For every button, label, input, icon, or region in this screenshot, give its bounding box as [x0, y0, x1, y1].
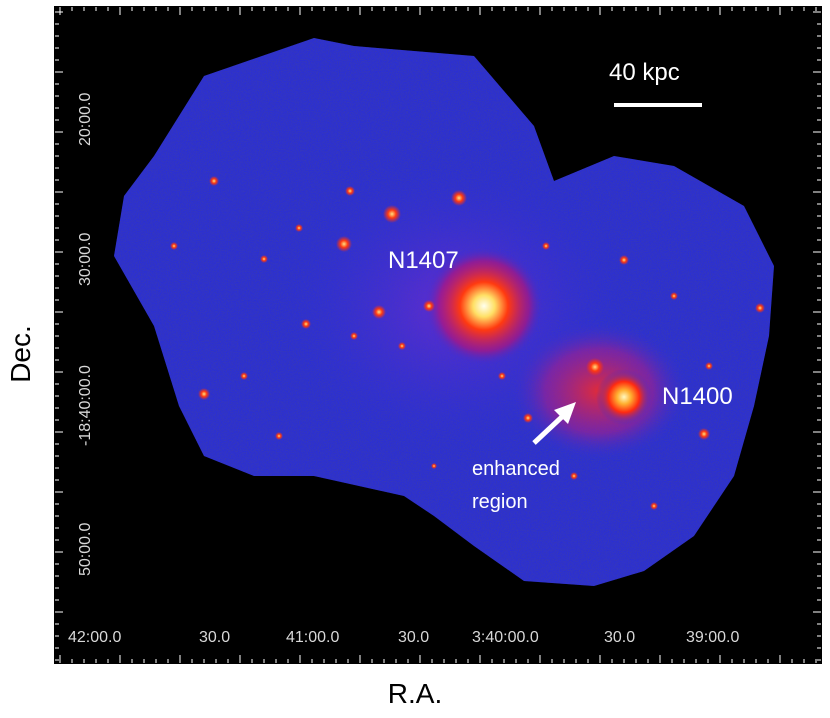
point-source	[240, 372, 248, 380]
point-source	[423, 300, 435, 312]
y-tick-label: 20:00.0	[77, 93, 94, 146]
x-tick-label: 42:00.0	[68, 629, 121, 646]
x-tick-label: 3:40:00.0	[472, 629, 539, 646]
point-source	[398, 342, 406, 350]
label-n1407: N1407	[388, 247, 459, 274]
x-tick-label: 30.0	[199, 629, 230, 646]
n1400-source	[596, 369, 652, 425]
point-source	[209, 176, 219, 186]
y-tick-label: 30:00.0	[77, 233, 94, 286]
x-tick-label: 30.0	[604, 629, 635, 646]
x-tick-label: 41:00.0	[286, 629, 339, 646]
point-source	[295, 224, 303, 232]
point-sources	[170, 176, 765, 510]
y-tick-label: -18:40:00.0	[77, 365, 94, 446]
label-region: region	[472, 491, 528, 513]
point-source	[523, 413, 533, 423]
y-tick-label: 50:00.0	[77, 523, 94, 576]
point-source	[670, 292, 678, 300]
point-source	[619, 255, 629, 265]
x-axis-label: R.A.	[387, 678, 443, 709]
point-source	[198, 388, 210, 400]
point-source	[650, 502, 658, 510]
point-source	[383, 205, 401, 223]
xray-image-frame: N1407 N1400 enhanced region 40 kpc 42:00…	[54, 6, 822, 664]
label-enhanced: enhanced	[472, 458, 560, 480]
x-tick-label: 39:00.0	[686, 629, 739, 646]
point-source	[345, 186, 355, 196]
point-source	[705, 362, 713, 370]
point-source	[170, 242, 178, 250]
label-n1400: N1400	[662, 383, 733, 410]
point-source	[498, 372, 506, 380]
point-source	[586, 358, 604, 376]
y-axis-label: Dec.	[5, 325, 36, 383]
xray-image: N1407 N1400 enhanced region 40 kpc 42:00…	[54, 6, 822, 664]
point-source	[301, 319, 311, 329]
point-source	[570, 472, 578, 480]
point-source	[260, 255, 268, 263]
scale-bar	[614, 103, 702, 107]
image-border	[54, 6, 822, 664]
scale-bar-label: 40 kpc	[609, 59, 680, 86]
point-source	[372, 305, 386, 319]
x-tick-label: 30.0	[398, 629, 429, 646]
n1407-source	[424, 246, 544, 366]
point-source	[542, 242, 550, 250]
point-source	[431, 463, 437, 469]
point-source	[755, 303, 765, 313]
point-source	[350, 332, 358, 340]
enhanced-region-arrow	[532, 402, 576, 445]
point-source	[275, 432, 283, 440]
point-source	[451, 190, 467, 206]
point-source	[336, 236, 352, 252]
point-source	[698, 428, 710, 440]
